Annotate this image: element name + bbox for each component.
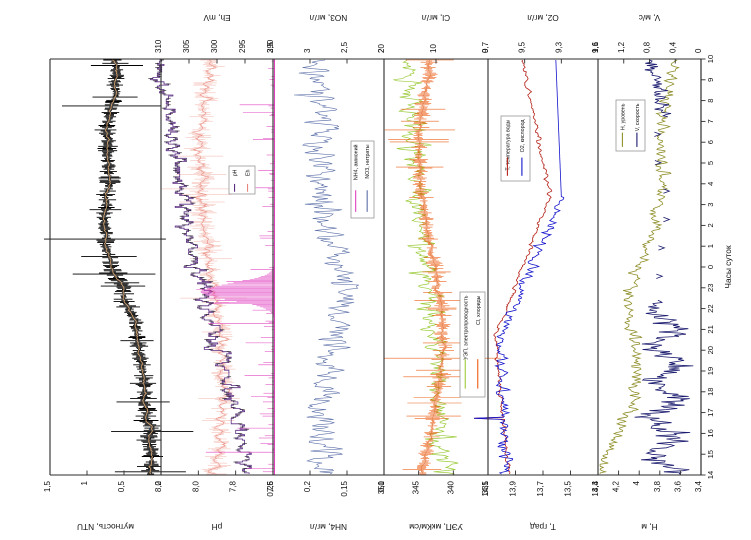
svg-text:Часы суток: Часы суток (723, 245, 733, 289)
svg-text:4,2: 4,2 (612, 480, 621, 492)
svg-text:9,3: 9,3 (554, 41, 563, 53)
svg-text:1: 1 (80, 480, 89, 485)
svg-text:0,5: 0,5 (117, 480, 126, 492)
svg-text:18: 18 (706, 388, 715, 396)
svg-text:3,5: 3,5 (266, 41, 275, 53)
svg-text:2: 2 (706, 223, 715, 227)
svg-text:21: 21 (706, 325, 715, 333)
svg-text:Eh: Eh (246, 169, 252, 176)
svg-text:0,25: 0,25 (266, 480, 275, 496)
svg-text:мутность, NTU: мутность, NTU (77, 522, 134, 532)
svg-text:3,4: 3,4 (694, 480, 703, 492)
svg-text:0,4: 0,4 (668, 41, 677, 53)
svg-text:T, град: T, град (530, 522, 556, 532)
svg-text:350: 350 (377, 480, 386, 494)
svg-text:8: 8 (706, 98, 715, 102)
svg-text:20: 20 (377, 44, 386, 53)
svg-text:4,4: 4,4 (591, 480, 600, 492)
svg-text:4: 4 (706, 182, 715, 186)
svg-text:345: 345 (412, 480, 421, 494)
svg-text:3: 3 (303, 48, 312, 53)
svg-text:7,8: 7,8 (229, 480, 238, 492)
svg-text:4: 4 (632, 480, 641, 485)
svg-text:1,6: 1,6 (591, 41, 600, 53)
svg-text:Eh, mV: Eh, mV (203, 13, 231, 23)
svg-text:9,5: 9,5 (518, 41, 527, 53)
svg-text:1,5: 1,5 (43, 480, 52, 492)
svg-text:13,7: 13,7 (536, 480, 545, 496)
svg-text:310: 310 (154, 39, 163, 53)
svg-text:NO3, мг/л: NO3, мг/л (310, 13, 348, 23)
svg-text:3: 3 (706, 202, 715, 206)
svg-text:10: 10 (706, 55, 715, 63)
svg-text:NH4, аммоний: NH4, аммоний (353, 144, 360, 180)
svg-text:Cl, хлориды: Cl, хлориды (476, 295, 482, 325)
svg-text:14: 14 (706, 471, 715, 479)
svg-text:3,6: 3,6 (673, 480, 682, 492)
svg-text:6: 6 (706, 140, 715, 144)
svg-text:0,2: 0,2 (303, 480, 312, 492)
svg-text:pH: pH (212, 522, 223, 532)
svg-text:300: 300 (210, 39, 219, 53)
svg-text:0: 0 (706, 265, 715, 269)
svg-text:V, м/с: V, м/с (639, 13, 661, 23)
svg-text:340: 340 (446, 480, 455, 494)
svg-text:305: 305 (182, 39, 191, 53)
svg-text:20: 20 (706, 346, 715, 354)
svg-text:0,15: 0,15 (340, 480, 349, 496)
svg-text:NH4, мг/л: NH4, мг/л (310, 522, 347, 532)
svg-text:0,8: 0,8 (643, 41, 652, 53)
svg-text:УЭП, электропроводность: УЭП, электропроводность (463, 295, 469, 360)
svg-text:5: 5 (706, 161, 715, 165)
svg-text:14,1: 14,1 (481, 480, 490, 496)
svg-text:8,0: 8,0 (191, 480, 200, 492)
svg-text:3,8: 3,8 (653, 480, 662, 492)
svg-text:22: 22 (706, 304, 715, 312)
svg-text:1,2: 1,2 (617, 41, 626, 53)
svg-text:O2, кислород: O2, кислород (520, 120, 526, 153)
svg-text:2,5: 2,5 (340, 41, 349, 53)
svg-text:O2, мг/л: O2, мг/л (527, 13, 559, 23)
svg-text:15: 15 (706, 450, 715, 458)
svg-text:9,7: 9,7 (481, 41, 490, 53)
svg-text:H, уровень: H, уровень (620, 103, 626, 130)
svg-text:УЭП, мкКм/см: УЭП, мкКм/см (409, 522, 463, 532)
svg-text:NO3, нитраты: NO3, нитраты (365, 144, 371, 178)
svg-text:1: 1 (706, 244, 715, 248)
svg-text:Cl, мг/л: Cl, мг/л (422, 13, 450, 23)
svg-text:9: 9 (706, 78, 715, 82)
svg-text:10: 10 (429, 44, 438, 53)
svg-text:16: 16 (706, 429, 715, 437)
svg-text:8,2: 8,2 (154, 480, 163, 492)
svg-text:pH: pH (233, 169, 239, 176)
svg-text:13,5: 13,5 (564, 480, 573, 496)
svg-text:295: 295 (238, 39, 247, 53)
svg-text:23: 23 (706, 284, 715, 292)
svg-text:13,9: 13,9 (509, 480, 518, 496)
svg-text:T, температура воды: T, температура воды (505, 119, 511, 170)
svg-text:0: 0 (694, 48, 703, 53)
svg-text:17: 17 (706, 408, 715, 416)
svg-text:7: 7 (706, 119, 715, 123)
svg-text:H, м: H, м (641, 522, 658, 532)
svg-text:V, скорость: V, скорость (635, 103, 641, 131)
svg-text:19: 19 (706, 367, 715, 375)
